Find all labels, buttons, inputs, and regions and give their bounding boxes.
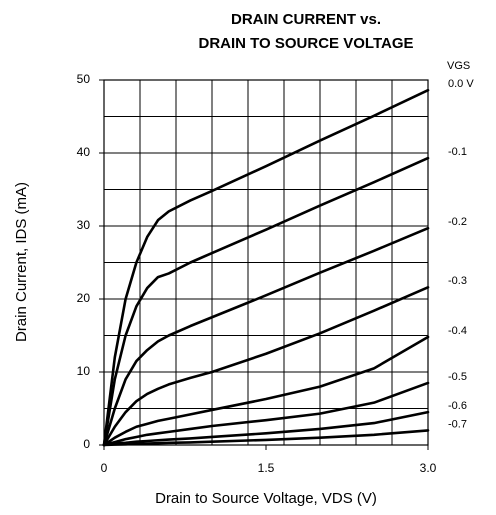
curve (102, 429, 430, 447)
y-tick-label: 40 (77, 145, 91, 159)
legend-label: -0.5 (448, 371, 467, 383)
x-tick-label: 1.5 (258, 461, 275, 475)
legend-title: VGS (447, 60, 470, 72)
legend-label: -0.2 (448, 216, 467, 228)
chart-title: DRAIN CURRENT vs. (231, 11, 381, 28)
y-tick-label: 30 (77, 218, 91, 232)
curve (102, 156, 430, 447)
x-tick-label: 0 (101, 461, 108, 475)
y-tick-label: 50 (77, 72, 91, 86)
y-tick-label: 20 (77, 291, 91, 305)
legend-label: -0.4 (448, 325, 467, 337)
curve (102, 410, 430, 447)
legend-label: -0.6 (448, 400, 467, 412)
curve (102, 381, 430, 447)
curve (102, 286, 430, 447)
x-tick-label: 3.0 (420, 461, 437, 475)
curve (102, 226, 430, 447)
legend-label: 0.0 V (448, 78, 474, 90)
chart-title: DRAIN TO SOURCE VOLTAGE (198, 35, 413, 52)
x-axis-label: Drain to Source Voltage, VDS (V) (155, 490, 377, 507)
y-axis-label: Drain Current, IDS (mA) (13, 182, 30, 342)
legend-label: -0.3 (448, 275, 467, 287)
legend-label: -0.1 (448, 146, 467, 158)
legend-label: -0.7 (448, 418, 467, 430)
curve (102, 335, 430, 447)
y-tick-label: 0 (83, 437, 90, 451)
curve (102, 88, 430, 447)
y-tick-label: 10 (77, 364, 91, 378)
